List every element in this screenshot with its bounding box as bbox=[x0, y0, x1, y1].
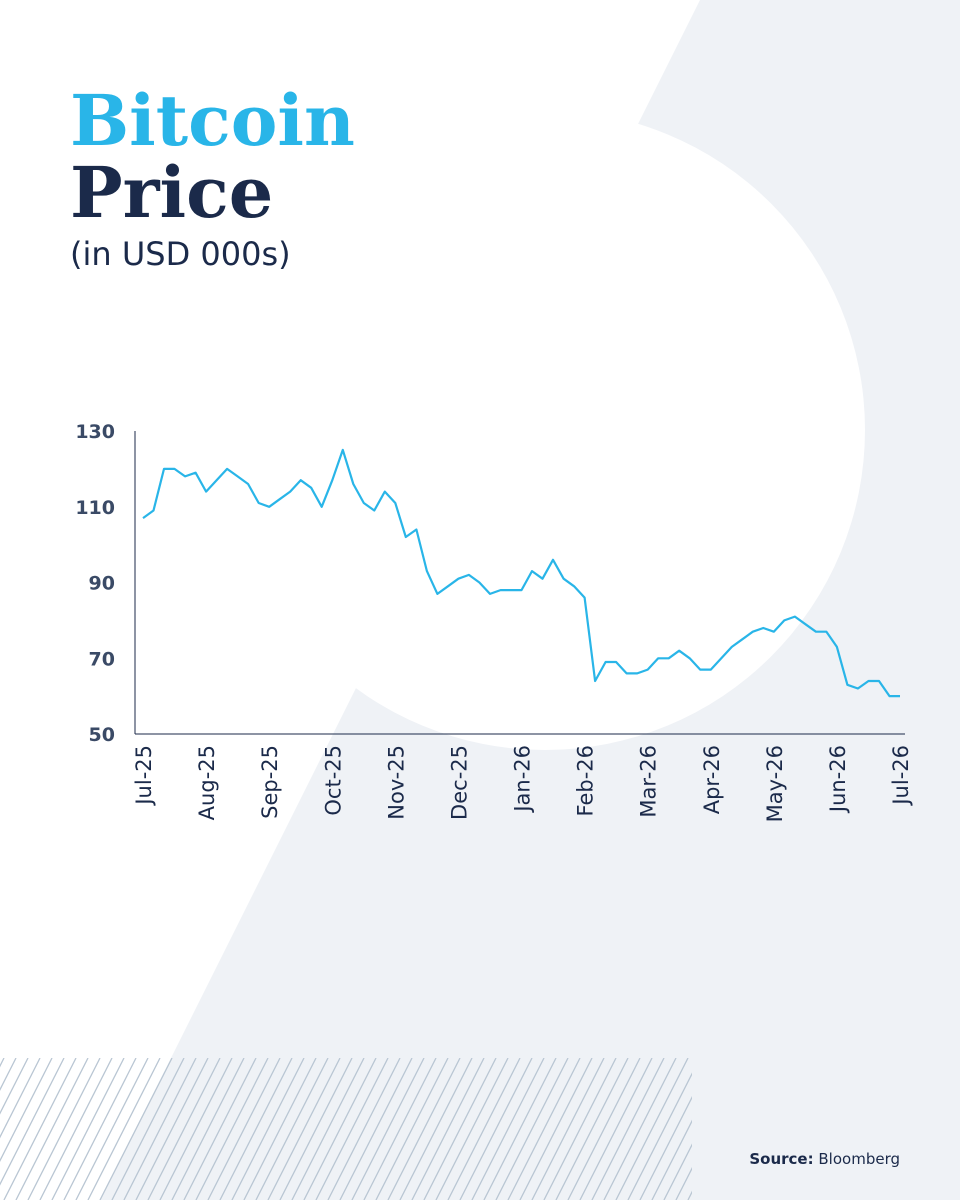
hatch-line bbox=[375, 1058, 449, 1200]
hatch-line bbox=[339, 1058, 413, 1200]
hatch-line bbox=[411, 1058, 485, 1200]
y-tick-label: 70 bbox=[89, 648, 115, 670]
hatch-line bbox=[39, 1058, 113, 1200]
hatch-line bbox=[555, 1058, 629, 1200]
hatch-line bbox=[579, 1058, 653, 1200]
hatch-line bbox=[351, 1058, 425, 1200]
hatch-line bbox=[231, 1058, 305, 1200]
hatch-line bbox=[447, 1058, 521, 1200]
hatch-line bbox=[171, 1058, 245, 1200]
hatch-line bbox=[3, 1058, 77, 1200]
hatch-line bbox=[255, 1058, 329, 1200]
hatch-line bbox=[15, 1058, 89, 1200]
x-tick-label: Jan-26 bbox=[511, 745, 535, 814]
hatch-line bbox=[63, 1058, 137, 1200]
hatch-line bbox=[567, 1058, 641, 1200]
background-circle bbox=[225, 110, 865, 750]
hatch-line bbox=[627, 1072, 692, 1200]
hatch-line bbox=[135, 1058, 209, 1200]
x-tick-label: Feb-26 bbox=[574, 745, 598, 816]
source: Source: Bloomberg bbox=[749, 1150, 900, 1168]
hatch-line bbox=[291, 1058, 365, 1200]
hatch-line bbox=[159, 1058, 233, 1200]
hatch-line bbox=[75, 1058, 149, 1200]
hatch-line bbox=[483, 1058, 557, 1200]
chart-title: Price bbox=[70, 151, 273, 234]
hatch-line bbox=[615, 1058, 689, 1200]
hatch-line bbox=[639, 1096, 692, 1200]
hatching bbox=[0, 1058, 692, 1200]
hatch-line bbox=[243, 1058, 317, 1200]
y-tick-label: 110 bbox=[75, 497, 115, 519]
hatch-line bbox=[267, 1058, 341, 1200]
hatch-line bbox=[219, 1058, 293, 1200]
hatch-line bbox=[123, 1058, 197, 1200]
line-series bbox=[142, 448, 900, 698]
hatch-line bbox=[0, 1058, 41, 1139]
hatch-line bbox=[0, 1058, 17, 1091]
hatch-line bbox=[387, 1058, 461, 1200]
hatch-line bbox=[195, 1058, 269, 1200]
hatch-line bbox=[27, 1058, 101, 1200]
x-tick-label: Nov-25 bbox=[384, 745, 408, 820]
hatch-line bbox=[399, 1058, 473, 1200]
chart-title-accent: Bitcoin bbox=[70, 79, 355, 162]
hatch-line bbox=[327, 1058, 401, 1200]
hatch-line bbox=[495, 1058, 569, 1200]
x-tick-label: Dec-25 bbox=[447, 745, 471, 820]
hatch-line bbox=[531, 1058, 605, 1200]
x-tick-label: Oct-25 bbox=[321, 745, 345, 816]
hatch-line bbox=[0, 1058, 53, 1162]
hatch-line bbox=[87, 1058, 161, 1200]
hatch-line bbox=[111, 1058, 185, 1200]
x-tick-label: Apr-26 bbox=[700, 745, 724, 814]
hatch-line bbox=[207, 1058, 281, 1200]
hatch-line bbox=[99, 1058, 173, 1200]
hatch-line bbox=[423, 1058, 497, 1200]
hatch-line bbox=[591, 1058, 665, 1200]
hatch-line bbox=[435, 1058, 509, 1200]
x-tick-label: Aug-25 bbox=[195, 745, 219, 820]
hatch-line bbox=[543, 1058, 617, 1200]
hatch-line bbox=[303, 1058, 377, 1200]
hatch-line bbox=[459, 1058, 533, 1200]
source-name: Bloomberg bbox=[818, 1150, 900, 1168]
x-tick-label: Jul-26 bbox=[889, 745, 913, 807]
x-tick-label: Jul-25 bbox=[132, 745, 156, 807]
hatch-line bbox=[603, 1058, 677, 1200]
y-tick-label: 50 bbox=[89, 724, 115, 746]
x-tick-label: Jun-26 bbox=[826, 745, 850, 814]
hatch-line bbox=[0, 1058, 29, 1115]
hatch-line bbox=[675, 1167, 692, 1200]
hatch-line bbox=[663, 1143, 692, 1200]
hatch-line bbox=[363, 1058, 437, 1200]
hatch-line bbox=[507, 1058, 581, 1200]
y-tick-label: 130 bbox=[75, 421, 115, 443]
x-tick-label: May-26 bbox=[763, 745, 787, 822]
hatch-line bbox=[471, 1058, 545, 1200]
hatch-line bbox=[519, 1058, 593, 1200]
y-tick-label: 90 bbox=[89, 573, 115, 595]
hatch-line bbox=[279, 1058, 353, 1200]
x-tick-label: Mar-26 bbox=[637, 745, 661, 818]
hatch-line bbox=[183, 1058, 257, 1200]
hatch-line bbox=[315, 1058, 389, 1200]
source-label: Source: bbox=[749, 1150, 813, 1168]
hatch-line bbox=[147, 1058, 221, 1200]
hatch-line bbox=[651, 1119, 692, 1200]
hatch-line bbox=[51, 1058, 125, 1200]
chart-subtitle: (in USD 000s) bbox=[70, 235, 291, 273]
x-tick-label: Sep-25 bbox=[258, 745, 282, 819]
hatch-line bbox=[0, 1058, 65, 1186]
